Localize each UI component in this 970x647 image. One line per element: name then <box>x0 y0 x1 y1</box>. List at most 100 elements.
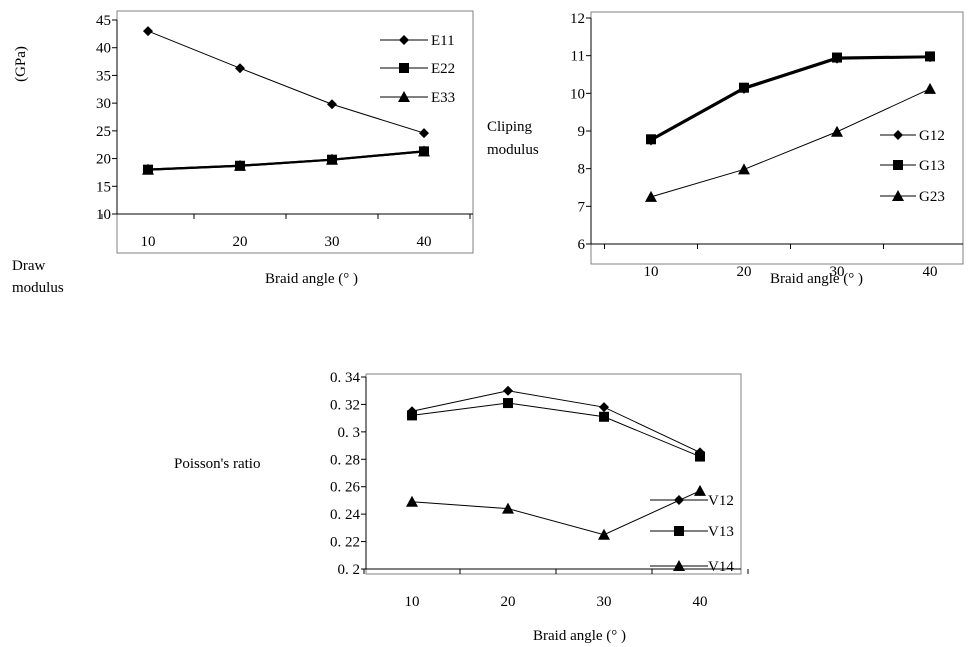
y-tick-label: 0. 34 <box>330 370 361 386</box>
x-tick-label: 10 <box>644 264 659 280</box>
chart-2: 6 7 8 9 10 11 12 10 20 30 40 Braid angle (° ) Clipin… <box>487 11 964 287</box>
data-point-triangle <box>831 125 843 137</box>
chart-3: 0. 2 0. 22 0. 24 0. 26 0. 28 0. 3 0. 32 0. 34 10… <box>174 370 749 644</box>
x-axis-title: Braid angle (° ) <box>770 271 863 287</box>
x-tick-label: 30 <box>830 264 845 280</box>
x-axis-title: Braid angle (° ) <box>265 271 358 287</box>
legend-label: V12 <box>708 493 734 509</box>
series-g23 <box>645 82 936 202</box>
y-tick-label: 0. 28 <box>330 452 360 468</box>
legend-label: E11 <box>431 33 455 49</box>
series-v13 <box>407 398 705 462</box>
chart-1: 10 15 20 25 30 35 40 45 10 20 30 40 Braid angle (° )… <box>12 10 474 296</box>
data-point-triangle <box>924 82 936 94</box>
data-point-triangle <box>326 153 338 165</box>
y-tick-label: 40 <box>96 41 111 57</box>
data-point-square <box>739 82 749 93</box>
series-line <box>650 55 931 141</box>
x-tick-label: 20 <box>737 264 752 280</box>
y-axis-label: Cliping <box>487 119 533 135</box>
series-line <box>411 402 701 458</box>
y-tick-label: 10 <box>570 86 585 102</box>
y-axis-unit: (GPa) <box>13 46 29 82</box>
legend: V12 V13 V14 <box>650 493 734 575</box>
legend-label: G13 <box>919 158 945 174</box>
series-e11 <box>143 26 429 139</box>
data-point-triangle <box>406 495 418 507</box>
x-tick-label: 40 <box>417 234 432 250</box>
data-point-triangle <box>738 163 750 175</box>
x-tick-label: 40 <box>923 264 938 280</box>
series-line <box>411 490 701 536</box>
y-tick-label: 0. 22 <box>330 535 360 551</box>
legend-label: E33 <box>431 90 455 106</box>
x-tick-label: 30 <box>325 234 340 250</box>
series-g13 <box>646 51 935 145</box>
series-v14 <box>406 484 706 540</box>
legend-marker-triangle <box>892 190 904 201</box>
y-tick-label: 0. 26 <box>330 480 361 496</box>
legend-marker-triangle <box>673 560 685 571</box>
data-point-square <box>646 134 656 145</box>
y-tick-label: 45 <box>96 13 111 29</box>
series-line <box>147 150 425 171</box>
x-axis-title: Braid angle (° ) <box>533 628 626 644</box>
y-tick-label: 25 <box>96 124 111 140</box>
y-tick-label: 8 <box>578 162 586 178</box>
data-point-square <box>925 51 935 62</box>
data-point-triangle <box>234 159 246 171</box>
legend-label: E22 <box>431 61 455 77</box>
series-v12 <box>407 385 705 458</box>
x-tick-label: 20 <box>233 234 248 250</box>
y-tick-label: 0. 24 <box>330 507 361 523</box>
y-tick-label: 7 <box>578 199 586 215</box>
y-axis-label: Draw <box>12 258 45 274</box>
data-point-square <box>503 398 513 409</box>
legend-marker-square <box>399 63 409 73</box>
legend-label: V14 <box>708 559 734 575</box>
series-e22 <box>143 146 429 175</box>
y-tick-label: 11 <box>571 49 585 65</box>
data-point-diamond <box>599 402 609 413</box>
legend-marker-triangle <box>398 91 410 102</box>
data-point-square <box>695 451 705 462</box>
legend-label: V13 <box>708 524 734 540</box>
series-e33 <box>142 145 430 175</box>
x-tick-label: 10 <box>405 594 420 610</box>
series-line <box>650 56 931 142</box>
data-point-diamond <box>503 385 513 396</box>
y-tick-label: 35 <box>96 68 111 84</box>
series-g12 <box>646 52 935 146</box>
data-point-triangle <box>645 190 657 202</box>
data-point-triangle <box>694 484 706 496</box>
series-line <box>147 30 425 134</box>
data-point-square <box>407 410 417 421</box>
data-point-triangle <box>598 528 610 540</box>
y-tick-label: 0. 32 <box>330 397 360 413</box>
y-axis-label: Poisson's ratio <box>174 456 260 472</box>
y-tick-label: 6 <box>578 237 586 253</box>
y-tick-label: 30 <box>96 96 111 112</box>
y-tick-label: 10 <box>96 207 111 223</box>
legend: G12 G13 G23 <box>880 128 945 205</box>
data-point-square <box>599 411 609 422</box>
series-line <box>650 88 931 198</box>
legend: E11 E22 E33 <box>380 33 455 106</box>
series-line <box>411 390 701 453</box>
legend-marker-square <box>674 526 684 536</box>
y-axis-label: modulus <box>12 280 64 296</box>
data-point-diamond <box>143 26 153 37</box>
legend-marker-diamond <box>674 495 684 505</box>
x-tick-label: 20 <box>501 594 516 610</box>
data-point-diamond <box>327 99 337 110</box>
legend-marker-diamond <box>399 35 409 45</box>
plot-area-frame <box>365 373 742 575</box>
y-tick-label: 15 <box>96 179 111 195</box>
legend-marker-diamond <box>893 130 903 140</box>
legend-label: G23 <box>919 189 945 205</box>
data-point-triangle <box>502 502 514 514</box>
y-tick-label: 9 <box>578 124 586 140</box>
x-tick-label: 40 <box>693 594 708 610</box>
data-point-diamond <box>235 63 245 74</box>
y-axis-label: modulus <box>487 142 539 158</box>
